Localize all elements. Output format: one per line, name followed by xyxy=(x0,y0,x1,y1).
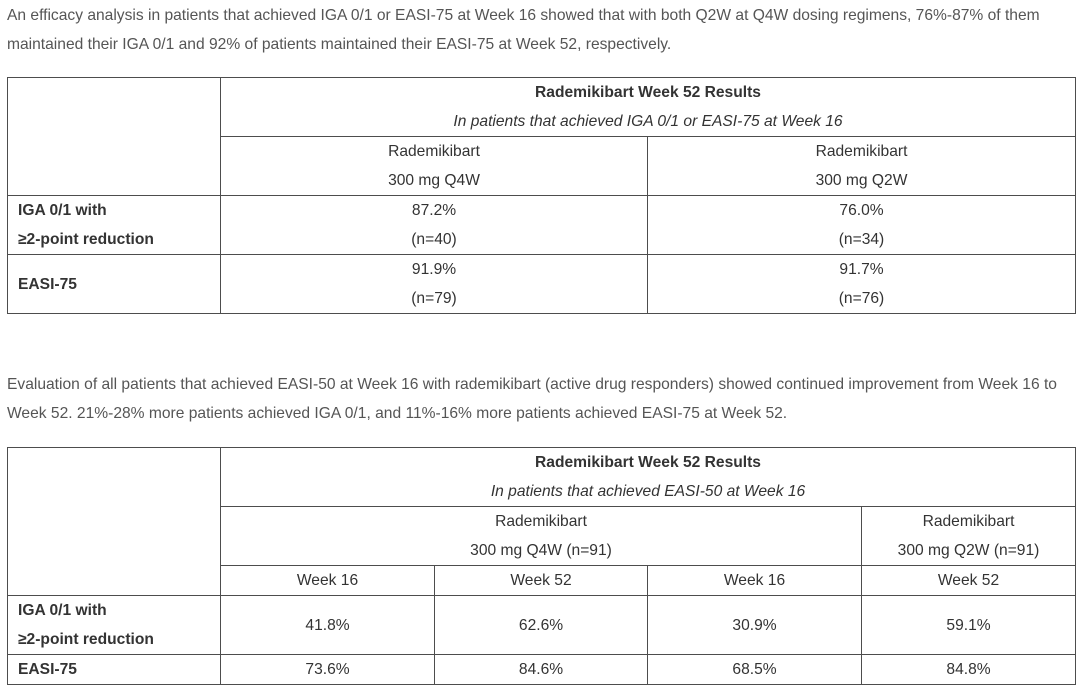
cell-value: 68.5% xyxy=(647,654,862,685)
table-row: IGA 0/1 with ≥2-point reduction 87.2% (n… xyxy=(7,195,1076,255)
table-subtitle: In patients that achieved IGA 0/1 or EAS… xyxy=(453,113,843,130)
column-header-q2w: Rademikibart 300 mg Q2W xyxy=(647,136,1076,196)
intro-paragraph: An efficacy analysis in patients that ac… xyxy=(7,7,1040,53)
evaluation-paragraph: Evaluation of all patients that achieved… xyxy=(7,376,1057,422)
week-header: Week 52 xyxy=(434,565,648,596)
cell-value: 87.2% (n=40) xyxy=(220,195,648,255)
table-header: Rademikibart Week 52 Results In patients… xyxy=(220,77,1076,137)
group-header-q2w: Rademikibart 300 mg Q2W (n=91) xyxy=(860,506,1077,566)
row-label-easi75: EASI-75 xyxy=(7,254,221,314)
cell-value: 30.9% xyxy=(647,595,862,655)
week52-results-table-iga-easi75: Rademikibart Week 52 Results In patients… xyxy=(7,77,1076,314)
week-header: Week 16 xyxy=(220,565,435,596)
table-corner-cell xyxy=(7,447,221,596)
cell-value: 62.6% xyxy=(434,595,648,655)
cell-value: 91.7% (n=76) xyxy=(647,254,1076,314)
table-row: EASI-75 73.6% 84.6% 68.5% 84.8% xyxy=(7,654,1077,685)
column-header-q4w: Rademikibart 300 mg Q4W xyxy=(220,136,648,196)
table-corner-cell xyxy=(7,77,221,196)
table-title: Rademikibart Week 52 Results xyxy=(535,454,761,471)
cell-value: 76.0% (n=34) xyxy=(647,195,1076,255)
cell-value: 59.1% xyxy=(860,595,1077,655)
row-label-easi75: EASI-75 xyxy=(7,654,221,685)
cell-value: 73.6% xyxy=(220,654,435,685)
table-header: Rademikibart Week 52 Results In patients… xyxy=(219,447,1077,507)
table-title: Rademikibart Week 52 Results xyxy=(535,84,761,101)
cell-value: 41.8% xyxy=(220,595,435,655)
row-label-iga: IGA 0/1 with ≥2-point reduction xyxy=(7,195,221,255)
week-header: Week 52 xyxy=(860,565,1077,596)
cell-value: 84.6% xyxy=(434,654,648,685)
table-row: IGA 0/1 with ≥2-point reduction 41.8% 62… xyxy=(7,595,1077,655)
cell-value: 91.9% (n=79) xyxy=(220,254,648,314)
group-header-q4w: Rademikibart 300 mg Q4W (n=91) xyxy=(220,506,862,566)
row-label-iga: IGA 0/1 with ≥2-point reduction xyxy=(7,595,221,655)
week-header: Week 16 xyxy=(647,565,862,596)
cell-value: 84.8% xyxy=(860,654,1077,685)
week52-results-table-easi50: Rademikibart Week 52 Results In patients… xyxy=(7,447,1077,685)
table-subtitle: In patients that achieved EASI-50 at Wee… xyxy=(490,483,806,500)
table-row: EASI-75 91.9% (n=79) 91.7% (n=76) xyxy=(7,254,1076,314)
